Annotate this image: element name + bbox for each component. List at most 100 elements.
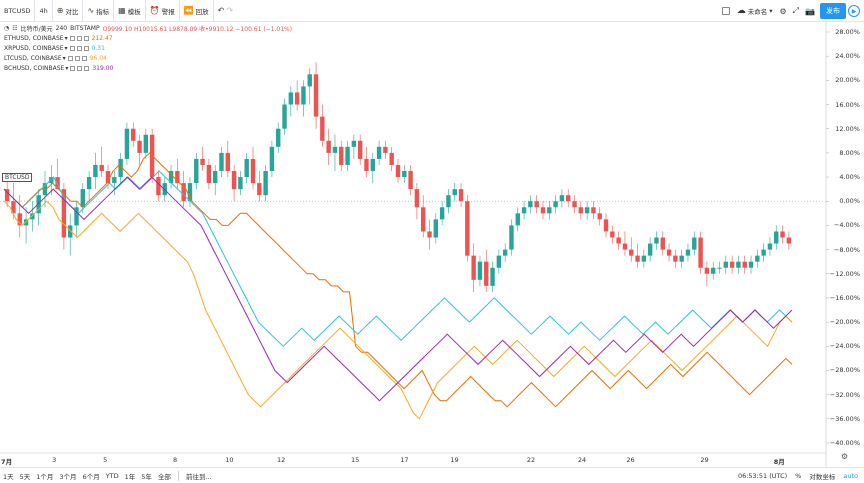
candle-up — [74, 207, 79, 226]
candle-up — [332, 146, 338, 153]
candle-down — [231, 171, 237, 190]
replay-button[interactable]: ⏪ 回放 — [180, 0, 214, 22]
eye-icon[interactable] — [69, 35, 75, 41]
price-axis-label: 24.00% — [835, 52, 860, 61]
price-axis-label: 20.00% — [835, 76, 860, 85]
candle-up — [723, 261, 729, 268]
log-scale-toggle[interactable]: 对数坐标 — [809, 473, 836, 481]
time-axis-label: 24 — [577, 456, 587, 464]
range-button[interactable]: 6个月 — [82, 472, 100, 481]
candle-down — [395, 164, 401, 178]
candle-up — [143, 134, 149, 153]
candle-up — [276, 128, 281, 147]
candle-up — [774, 231, 779, 244]
candle-up — [685, 249, 691, 256]
settings-icon[interactable] — [74, 55, 80, 61]
range-button[interactable]: 全部 — [157, 472, 171, 481]
candle-up — [67, 225, 73, 238]
candle-up — [238, 177, 243, 190]
auto-scale-toggle[interactable]: auto — [843, 472, 858, 480]
range-button[interactable]: 3个月 — [59, 472, 77, 481]
chevron-down-icon[interactable]: ▾ — [64, 44, 68, 52]
range-button[interactable]: YTD — [105, 471, 119, 480]
time-axis-label: 3 — [52, 456, 57, 464]
candle-up — [30, 213, 35, 220]
legend-series-row[interactable]: BCHUSD, COINBASE ▾ 319.00 — [4, 63, 404, 73]
candle-up — [692, 237, 697, 250]
screenshot-button[interactable]: 📷 — [802, 0, 818, 22]
candle-down — [225, 152, 230, 172]
candle-up — [244, 158, 249, 178]
price-axis-label: −8.00% — [833, 245, 860, 254]
candle-down — [698, 237, 703, 268]
interval-button[interactable]: 4h — [35, 0, 53, 22]
legend-series-value: 0.31 — [91, 44, 105, 52]
range-button[interactable]: 1天 — [3, 472, 14, 481]
price-axis-label: −36.00% — [829, 414, 860, 423]
candle-down — [578, 207, 584, 214]
percent-scale-toggle[interactable]: % — [795, 472, 802, 480]
settings-icon[interactable] — [76, 45, 82, 51]
symbol-badge: BTCUSD — [2, 173, 33, 182]
gear-icon: ⚙ — [779, 6, 787, 16]
fullscreen-button[interactable]: ⤢ — [790, 0, 802, 22]
publish-button[interactable]: 发布 — [820, 3, 846, 19]
legend-series-row[interactable]: LTCUSD, COINBASE ▾ 96.04 — [4, 53, 404, 63]
symbol-search-button[interactable]: BTCUSD — [0, 0, 36, 22]
range-button[interactable]: 1年 — [124, 472, 136, 481]
eye-icon[interactable] — [69, 45, 75, 51]
chevron-down-icon[interactable]: ▾ — [62, 54, 66, 62]
time-axis-label: 19 — [450, 456, 459, 464]
indicators-button[interactable]: ∿ 指标 — [83, 0, 115, 22]
close-icon[interactable] — [83, 35, 89, 41]
candle-up — [755, 255, 760, 262]
compare-line-ethusd[interactable] — [3, 152, 793, 408]
alert-button[interactable]: ⏰ 警报 — [146, 0, 180, 22]
compare-button[interactable]: ⊕ 对比 — [53, 0, 84, 22]
play-icon[interactable]: ▶ — [848, 5, 860, 17]
time-axis-label: 15 — [350, 456, 360, 464]
legend-series-row[interactable]: ETHUSD, COINBASE ▾ 212.47 — [4, 33, 404, 43]
compare-line-ltcusd[interactable] — [3, 200, 793, 420]
candle-down — [610, 231, 615, 238]
compare-line-xrpusd[interactable] — [3, 170, 793, 347]
close-icon[interactable] — [81, 55, 87, 61]
eye-icon[interactable] — [67, 55, 73, 61]
range-button[interactable]: 1个月 — [36, 472, 54, 481]
candle-down — [660, 237, 665, 250]
candle-down — [635, 255, 640, 262]
legend-main[interactable]: ◔ ☷ 比特币/美元 240 BITSTAMP O9999.10 H10015.… — [4, 23, 404, 33]
goto-date-button[interactable]: 前往到... — [185, 472, 212, 481]
layout-toggle[interactable] — [719, 0, 733, 22]
grid-icon: ☷ — [12, 24, 18, 32]
templates-button[interactable]: ▦ 模板 — [114, 0, 146, 22]
close-icon[interactable] — [83, 45, 89, 51]
chevron-down-icon[interactable]: ▾ — [64, 34, 68, 42]
candle-down — [55, 177, 60, 190]
legend-series-row[interactable]: XRPUSD, COINBASE ▾ 0.31 — [4, 43, 404, 53]
range-button[interactable]: 5天 — [19, 472, 31, 481]
close-icon[interactable] — [84, 65, 90, 71]
compare-line-bchusd[interactable] — [3, 176, 793, 402]
candle-up — [269, 146, 275, 172]
candle-down — [11, 201, 16, 214]
axis-settings-icon[interactable]: ⚙ — [840, 452, 848, 461]
candle-down — [131, 128, 136, 141]
price-axis-label: −24.00% — [829, 342, 860, 351]
candle-up — [370, 158, 375, 172]
save-layout-button[interactable]: ☁ 未命名 ▾ — [733, 6, 777, 16]
settings-button[interactable]: ⚙ — [776, 0, 789, 22]
eye-icon[interactable] — [70, 65, 76, 71]
settings-icon[interactable] — [77, 65, 83, 71]
candle-up — [36, 195, 41, 214]
undo-button[interactable]: ↶ ↷ — [214, 0, 239, 22]
chevron-down-icon[interactable]: ▾ — [65, 64, 69, 72]
candle-up — [584, 207, 590, 214]
settings-icon[interactable] — [76, 35, 82, 41]
range-button[interactable]: 5年 — [141, 472, 152, 481]
candle-up — [187, 183, 193, 202]
candle-down — [364, 158, 369, 172]
legend-series-name: XRPUSD, COINBASE — [4, 44, 64, 52]
candle-down — [357, 140, 363, 159]
